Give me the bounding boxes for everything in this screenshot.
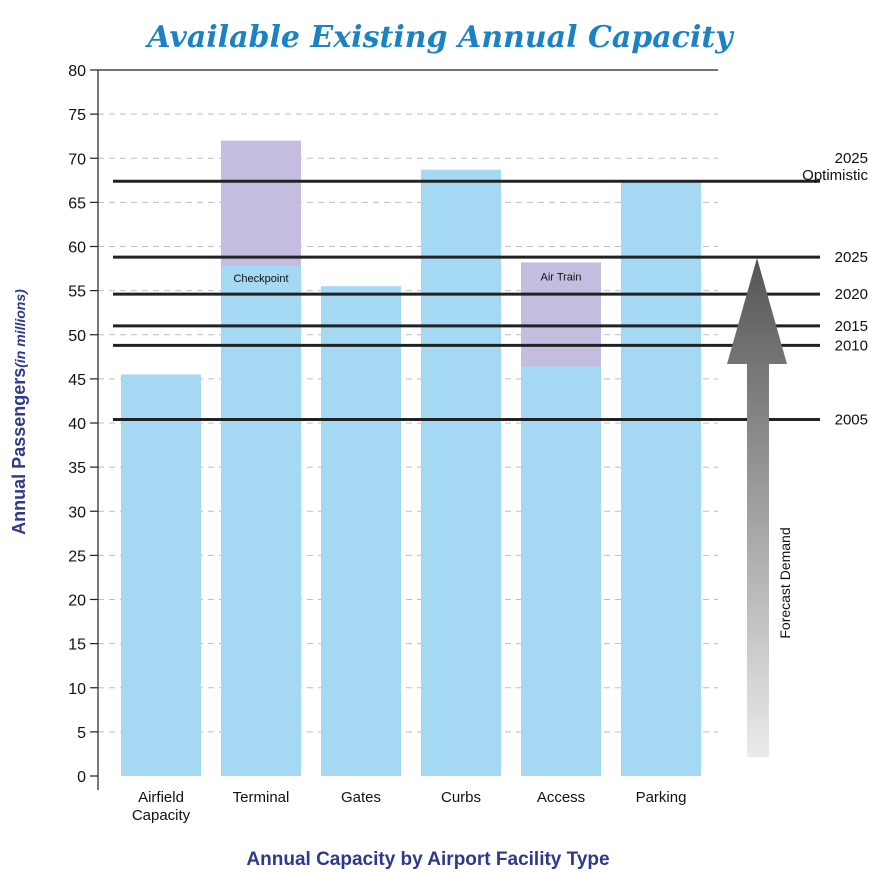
y-tick-label-50: 50	[68, 328, 86, 345]
y-tick-label-45: 45	[68, 372, 86, 389]
bar-5	[621, 180, 701, 776]
x-tick-label-0-line-1: Capacity	[132, 807, 191, 824]
axes: 0 5 10 15 20 25 30 35 40 45 50 55 60 65 70 75 80 Airfield…	[68, 63, 718, 824]
bar-1	[221, 265, 301, 776]
y-tick-label-30: 30	[68, 504, 86, 521]
y-tick-label-25: 25	[68, 548, 86, 565]
bar-2	[321, 286, 401, 776]
y-tick-label-5: 5	[77, 725, 86, 742]
bar-4	[521, 366, 601, 776]
x-tick-label-2-line-0: Gates	[341, 789, 381, 806]
y-axis-label-main: Annual Passengers	[9, 368, 29, 535]
bar-extra-4	[521, 262, 601, 367]
demand-label-0: 2005	[835, 411, 868, 428]
y-tick-label-60: 60	[68, 240, 86, 257]
x-tick-label-4-line-0: Access	[537, 789, 585, 806]
segment-label-4: Air Train	[541, 271, 582, 283]
demand-label-5-line-1: Optimistic	[802, 167, 868, 184]
chart-title: Available Existing Annual Capacity	[144, 20, 735, 55]
x-tick-label-5: Parking	[636, 789, 687, 806]
x-tick-label-5-line-0: Parking	[636, 789, 687, 806]
y-axis-label: Annual Passengers(in millions)	[9, 289, 29, 535]
segment-label-1: Checkpoint	[233, 273, 288, 285]
x-tick-label-0: Airfield Capacity	[132, 789, 191, 824]
demand-label-1: 2010	[835, 337, 868, 354]
y-tick-label-75: 75	[68, 107, 86, 124]
y-axis-label-suffix: (in millions)	[12, 289, 28, 368]
y-tick-label-15: 15	[68, 637, 86, 654]
x-tick-label-0-line-0: Airfield	[138, 789, 184, 806]
x-tick-label-1: Terminal	[233, 789, 290, 806]
demand-label-4: 2025	[835, 249, 868, 266]
forecast-demand-arrow: Forecast Demand	[727, 258, 793, 757]
x-tick-label-3: Curbs	[441, 789, 481, 806]
y-tick-label-40: 40	[68, 416, 86, 433]
y-tick-label-0: 0	[77, 769, 86, 786]
demand-label-5-line-0: 2025	[835, 150, 868, 167]
y-tick-label-20: 20	[68, 593, 86, 610]
demand-label-5: 2025 Optimistic	[802, 150, 868, 184]
x-tick-label-4: Access	[537, 789, 585, 806]
demand-label-2: 2015	[835, 318, 868, 335]
x-axis-label: Annual Capacity by Airport Facility Type	[246, 849, 609, 870]
y-tick-label-55: 55	[68, 284, 86, 301]
forecast-arrow-shape	[727, 258, 787, 757]
bar-0	[121, 374, 201, 776]
y-tick-label-65: 65	[68, 195, 86, 212]
x-tick-label-3-line-0: Curbs	[441, 789, 481, 806]
y-tick-label-35: 35	[68, 460, 86, 477]
y-tick-label-10: 10	[68, 681, 86, 698]
bar-3	[421, 169, 501, 776]
y-tick-label-70: 70	[68, 151, 86, 168]
demand-label-3: 2020	[835, 286, 868, 303]
x-tick-label-1-line-0: Terminal	[233, 789, 290, 806]
y-tick-label-80: 80	[68, 63, 86, 80]
grid-lines	[98, 113, 718, 733]
x-tick-label-2: Gates	[341, 789, 381, 806]
bar-extra-1	[221, 140, 301, 266]
bars: Checkpoint Air Train	[121, 140, 701, 776]
forecast-arrow-label: Forecast Demand	[777, 527, 793, 638]
